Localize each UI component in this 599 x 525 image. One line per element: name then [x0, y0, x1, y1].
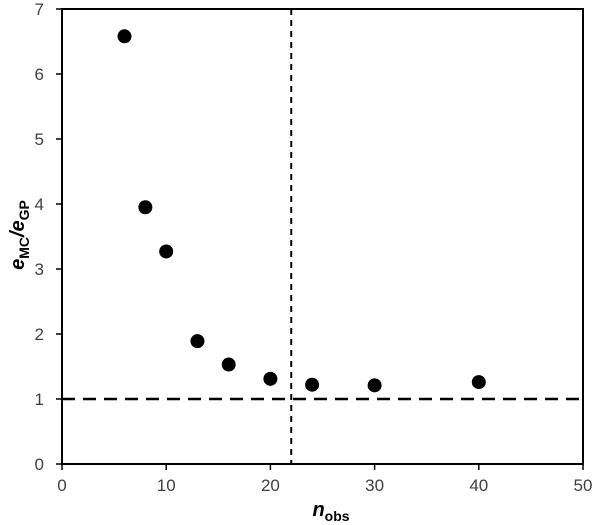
x-axis-title-subscript: obs	[325, 508, 350, 524]
y-tick-label: 6	[35, 65, 44, 84]
y-tick-label: 2	[35, 325, 44, 344]
x-tick-label: 30	[365, 476, 384, 495]
y-axis-title-subscript-1: MC	[16, 237, 32, 259]
x-axis-title-main: n	[312, 499, 324, 521]
y-axis-title-main-1: e	[7, 259, 29, 270]
data-point	[367, 378, 382, 393]
x-axis-title: nobs	[312, 499, 349, 524]
y-tick-label: 1	[35, 390, 44, 409]
data-points	[117, 29, 486, 393]
data-point	[471, 375, 486, 390]
data-point	[159, 244, 174, 259]
y-axis-title: eMC/eGP	[7, 200, 32, 270]
plot-area-frame	[61, 8, 584, 465]
data-point	[221, 357, 236, 372]
x-tick-label: 10	[157, 476, 176, 495]
data-point	[263, 371, 278, 386]
y-axis-ticks: 0 1 2 3 4 5 6 7	[35, 0, 62, 474]
y-tick-label: 5	[35, 130, 44, 149]
y-tick-label: 0	[35, 455, 44, 474]
data-point	[190, 334, 205, 349]
y-tick-label: 7	[35, 0, 44, 19]
data-point	[138, 200, 153, 215]
x-tick-label: 40	[469, 476, 488, 495]
y-axis-title-separator: /	[7, 229, 29, 238]
x-tick-label: 50	[574, 476, 593, 495]
y-tick-label: 3	[35, 260, 44, 279]
data-point	[117, 29, 132, 44]
data-point	[305, 377, 320, 392]
reference-lines	[62, 9, 583, 464]
y-axis-title-subscript-2: GP	[16, 200, 32, 220]
y-axis-title-main-2: e	[7, 220, 29, 231]
y-tick-label: 4	[35, 195, 44, 214]
x-tick-label: 0	[57, 476, 66, 495]
x-tick-label: 20	[261, 476, 280, 495]
x-axis-ticks: 0 10 20 30 40 50	[57, 464, 592, 495]
